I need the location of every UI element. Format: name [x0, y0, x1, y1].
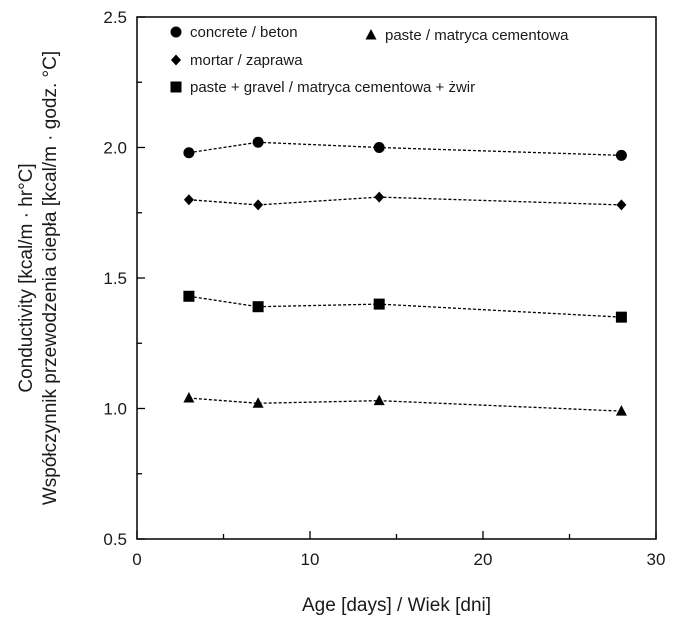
legend-item-square: paste + gravel / matryca cementowa + żwi…: [170, 79, 475, 96]
data-point-diamond: [374, 191, 385, 203]
x-tick-label: 10: [301, 550, 320, 569]
data-point-triangle: [183, 392, 195, 403]
y-axis-title-line1: Conductivity [kcal/m · hr°C]: [16, 163, 37, 392]
data-point-diamond: [183, 194, 194, 206]
legend-label: concrete / beton: [190, 24, 298, 41]
data-point-diamond: [253, 199, 264, 211]
x-tick-label: 20: [474, 550, 493, 569]
series-line: [188, 141, 622, 156]
data-point-square: [183, 290, 195, 302]
legend-marker-diamond: [171, 54, 181, 66]
axes: 0 10 20 30 0.5 1.0 1.5 2.0 2.5: [103, 8, 665, 569]
series-diamond: [183, 191, 627, 211]
legend-item-triangle: paste / matryca cementowa: [365, 27, 569, 44]
y-tick-label: 1.0: [103, 400, 127, 419]
series-square: [183, 290, 627, 323]
series-triangle: [183, 392, 627, 416]
data-point-square: [373, 298, 385, 310]
x-tick-label: 30: [647, 550, 666, 569]
y-tick-label: 1.5: [103, 269, 127, 288]
series-line: [188, 295, 622, 318]
series-layer: [183, 136, 627, 416]
legend-label: paste + gravel / matryca cementowa + żwi…: [190, 79, 475, 96]
series-line: [188, 196, 622, 206]
legend-marker-square: [170, 81, 182, 93]
data-point-diamond: [616, 199, 627, 211]
y-tick-label: 2.0: [103, 139, 127, 158]
data-point-circle: [373, 142, 385, 153]
data-point-circle: [615, 149, 627, 161]
legend-item-diamond: mortar / zaprawa: [171, 52, 303, 69]
y-tick-label: 0.5: [103, 530, 127, 549]
data-point-triangle: [373, 394, 385, 406]
data-point-triangle: [615, 405, 627, 416]
legend-marker-triangle: [365, 29, 377, 40]
data-point-circle: [183, 147, 195, 159]
legend-item-circle: concrete / beton: [170, 24, 298, 41]
data-point-circle: [252, 136, 264, 148]
legend-label: paste / matryca cementowa: [385, 27, 569, 44]
legend-marker-circle: [170, 26, 182, 38]
y-axis-title-line2: Współczynnik przewodzenia ciepła [kcal/m…: [40, 51, 61, 505]
legend-label: mortar / zaprawa: [190, 52, 303, 69]
y-tick-label: 2.5: [103, 8, 127, 27]
x-axis-title: Age [days] / Wiek [dni]: [302, 595, 491, 616]
data-point-square: [252, 301, 264, 313]
data-point-triangle: [252, 397, 264, 408]
legend: concrete / beton paste / matryca cementow…: [170, 24, 569, 96]
data-point-square: [615, 311, 627, 323]
series-circle: [183, 136, 627, 161]
series-line: [188, 397, 622, 412]
x-tick-label: 0: [132, 550, 141, 569]
